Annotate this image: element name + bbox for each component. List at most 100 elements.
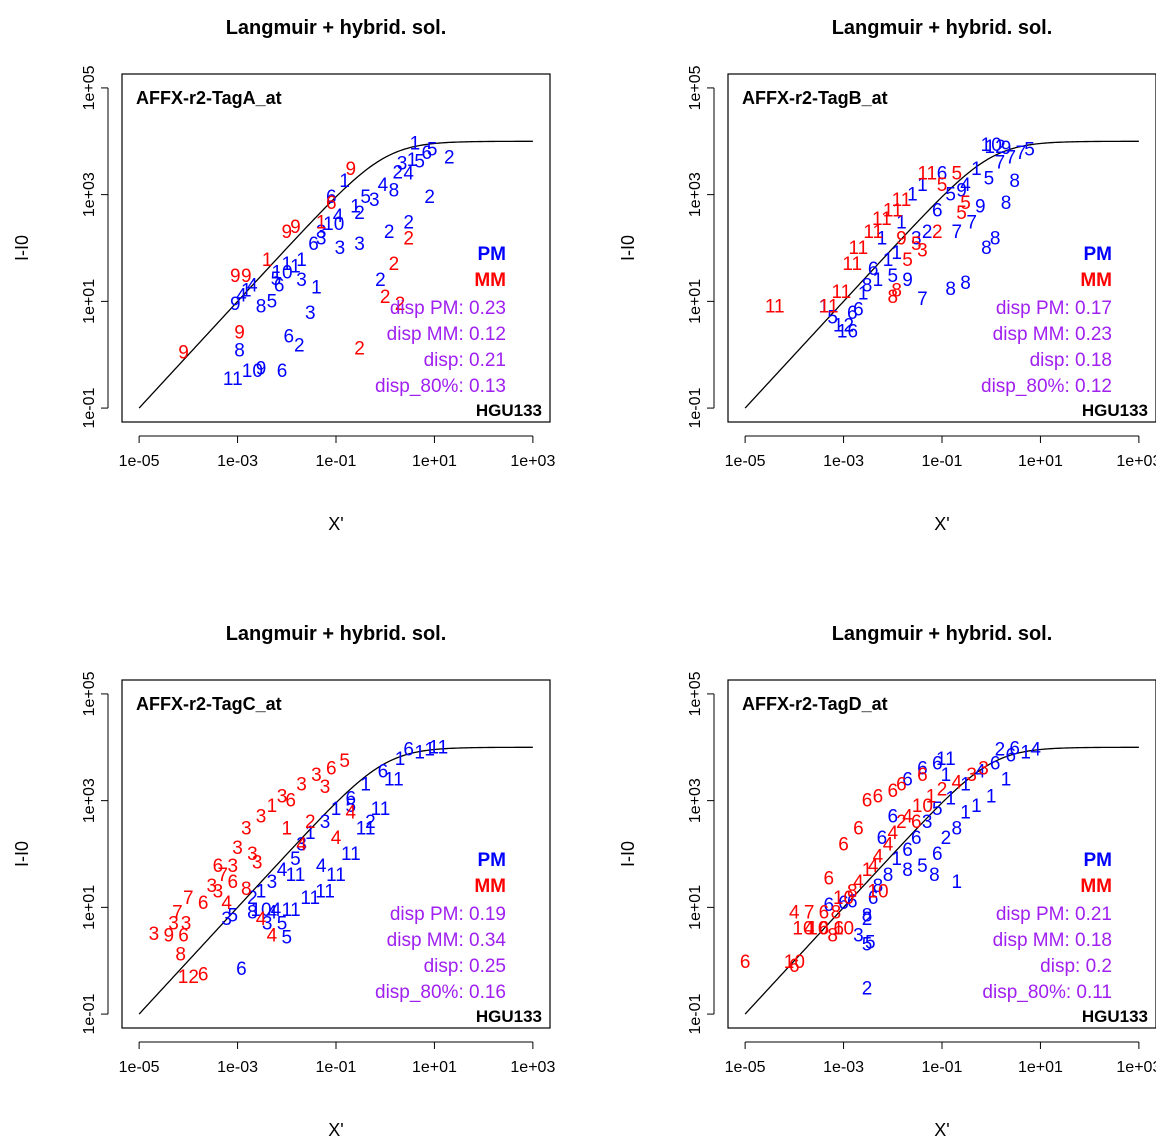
- data-point: 4: [853, 872, 864, 893]
- data-point: 1: [896, 213, 907, 234]
- y-tick-label: 1e+03: [687, 778, 704, 823]
- data-point: 7: [952, 222, 963, 243]
- data-point: 5: [346, 796, 357, 817]
- data-point: 2: [294, 335, 305, 356]
- stat-line: disp PM: 0.17: [996, 298, 1112, 319]
- data-point: 4: [975, 762, 986, 783]
- data-point: 3: [335, 238, 346, 259]
- data-point: 3: [320, 777, 331, 798]
- data-point: 7: [172, 903, 183, 924]
- data-point: 6: [862, 791, 873, 812]
- data-point: 2: [862, 979, 873, 1000]
- stat-line: disp_80%: 0.16: [375, 982, 506, 1003]
- data-point: 8: [847, 881, 858, 902]
- data-point: 12: [985, 137, 1006, 158]
- data-point: 11: [223, 369, 243, 390]
- data-point: 10: [792, 919, 813, 940]
- data-point: 2: [862, 909, 873, 930]
- data-point: 7: [1016, 143, 1027, 164]
- data-point: 6: [937, 163, 948, 184]
- data-point: 4: [378, 175, 389, 196]
- data-point: 4: [316, 856, 327, 877]
- data-point: 11: [326, 865, 346, 886]
- data-point: 4: [346, 802, 357, 823]
- legend-entry: MM: [474, 876, 506, 897]
- stat-line: disp PM: 0.19: [390, 904, 506, 925]
- x-tick-label: 1e-01: [922, 453, 963, 470]
- data-point: 1: [873, 270, 884, 291]
- chart-title: Langmuir + hybrid. sol.: [226, 623, 447, 645]
- data-point: 11: [872, 209, 892, 230]
- data-point: 5: [862, 935, 873, 956]
- data-point: 9: [163, 925, 174, 946]
- data-point: 6: [902, 840, 913, 861]
- data-point: 6: [873, 786, 884, 807]
- data-point: 1: [960, 775, 971, 796]
- data-point: 8: [1009, 171, 1020, 192]
- data-point: 6: [902, 769, 913, 790]
- data-point: 2: [395, 294, 406, 315]
- data-point: 7: [966, 213, 977, 234]
- data-point: 5: [937, 175, 948, 196]
- stat-line: disp: 0.25: [424, 956, 506, 977]
- data-point: 4: [873, 846, 884, 867]
- data-point: 9: [256, 359, 267, 380]
- y-tick-label: 1e+01: [687, 885, 704, 930]
- y-tick-label: 1e+01: [81, 885, 98, 930]
- data-point: 11: [300, 888, 320, 909]
- chip-label: HGU133: [476, 401, 542, 420]
- data-point: 6: [917, 759, 928, 780]
- data-point: 10: [833, 888, 854, 909]
- x-tick-label: 1e-05: [725, 453, 766, 470]
- data-point: 6: [236, 959, 247, 980]
- x-tick-label: 1e+01: [1018, 1059, 1063, 1076]
- data-point: 6: [308, 234, 319, 255]
- x-tick-label: 1e-03: [823, 453, 864, 470]
- data-point: 11: [917, 163, 937, 184]
- data-point: 6: [178, 925, 189, 946]
- data-point: 1: [262, 250, 273, 271]
- data-point: 1: [986, 786, 997, 807]
- data-point: 6: [819, 903, 830, 924]
- data-point: 4: [883, 835, 894, 856]
- data-point: 8: [887, 287, 898, 308]
- data-point: 1: [395, 749, 406, 770]
- data-point: 1: [819, 297, 830, 318]
- legend-entry: MM: [474, 270, 506, 291]
- data-point: 2: [375, 270, 386, 291]
- data-point: 2: [384, 222, 395, 243]
- data-point: 6: [823, 868, 834, 889]
- x-tick-label: 1e-01: [316, 453, 357, 470]
- stat-line: disp: 0.2: [1040, 956, 1112, 977]
- data-point: 3: [305, 303, 316, 324]
- data-point: 1: [941, 765, 952, 786]
- data-point: 8: [902, 860, 913, 881]
- data-point: 5: [960, 193, 971, 214]
- data-point: 4: [804, 919, 815, 940]
- data-point: 2: [354, 203, 365, 224]
- data-point: 2: [937, 780, 948, 801]
- data-point: 5: [271, 269, 282, 290]
- data-point: 8: [862, 906, 873, 927]
- data-point: 2: [380, 287, 391, 308]
- data-point: 3: [181, 913, 192, 934]
- data-point: 5: [932, 799, 943, 820]
- data-point: 3: [256, 807, 267, 828]
- chip-label: HGU133: [476, 1007, 542, 1026]
- data-point: 10: [323, 214, 344, 235]
- data-point: 6: [887, 781, 898, 802]
- data-point: 6: [1006, 746, 1017, 767]
- y-tick-label: 1e+03: [81, 778, 98, 823]
- chart-panel: Langmuir + hybrid. sol. 1e-05 1e-03 1e-01 1e…: [618, 623, 1156, 1140]
- data-point: 1: [877, 229, 888, 250]
- data-point: 3: [853, 925, 864, 946]
- data-point: 1: [891, 243, 902, 264]
- x-tick-label: 1e+03: [510, 1059, 555, 1076]
- data-point: 3: [320, 812, 331, 833]
- data-point: 3: [978, 759, 989, 780]
- data-point: 1: [339, 171, 350, 192]
- data-point: 9: [896, 229, 907, 250]
- x-tick-label: 1e-03: [217, 453, 258, 470]
- data-point: 3: [252, 852, 263, 873]
- x-tick-label: 1e+01: [412, 1059, 457, 1076]
